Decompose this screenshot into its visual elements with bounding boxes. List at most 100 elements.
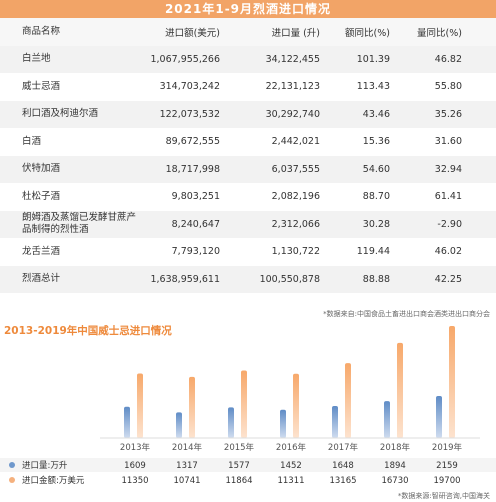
table-cell: 55.80 — [434, 81, 462, 93]
table-row: 利口酒及柯迪尔酒 122,073,532 30,292,740 43.46 35.26 — [0, 100, 496, 128]
table-cell: 进口量 (升) — [271, 27, 320, 39]
bar — [137, 373, 143, 438]
table-row: 白酒 89,672,555 2,442,021 15.36 31.60 — [0, 128, 496, 156]
table: 商品名称 进口额(美元) 进口量 (升) 额同比(%) 量同比(%) 白兰地 1,067,9… — [0, 18, 496, 293]
table-row: 白兰地 1,067,955,266 34,122,455 101.39 46.82 — [0, 45, 496, 73]
table-cell: 89,672,555 — [165, 136, 220, 148]
x-tick-label: 2019年 — [432, 442, 463, 453]
table-cell: 龙舌兰酒 — [22, 245, 61, 257]
table-cell: 42.25 — [434, 273, 462, 285]
table-cell: 88.70 — [362, 191, 390, 203]
table-cell: 31.60 — [434, 136, 462, 148]
bar — [176, 412, 182, 438]
table-cell: -2.90 — [437, 218, 462, 230]
table-cell: 32.94 — [434, 163, 462, 175]
table-cell: 8,240,647 — [171, 218, 220, 230]
data-label: 11350 — [121, 476, 148, 486]
bar — [332, 405, 338, 438]
x-tick-label: 2013年 — [120, 442, 151, 453]
table-title: 2021年1-9月烈酒进口情况 — [0, 0, 496, 18]
bar — [436, 396, 442, 438]
data-label: 16730 — [381, 476, 408, 486]
bar — [449, 326, 455, 438]
table-row: 商品名称 进口额(美元) 进口量 (升) 额同比(%) 量同比(%) — [0, 18, 496, 46]
chart: 2013-2019年中国威士忌进口情况 2013年 2014年 2015年 2016年… — [0, 324, 496, 500]
table-cell: 烈酒总计 — [22, 273, 61, 285]
table-cell: 杜松子酒 — [22, 190, 61, 202]
table-cell: 35.26 — [434, 108, 462, 120]
table-cell: 利口酒及柯迪尔酒 — [22, 108, 99, 120]
data-label: 1609 — [124, 461, 146, 471]
x-tick-label: 2014年 — [172, 442, 203, 453]
chart-title: 2013-2019年中国威士忌进口情况 — [4, 324, 172, 337]
x-tick-label: 2016年 — [276, 442, 307, 453]
table-cell: 100,550,878 — [259, 273, 320, 285]
table-cell: 119.44 — [356, 246, 390, 258]
table-cell: 18,717,998 — [165, 163, 220, 175]
table-cell: 白酒 — [22, 135, 42, 147]
table-cell: 34,122,455 — [265, 53, 320, 65]
table-cell: 2,442,021 — [271, 136, 320, 148]
table-row: 伏特加酒 18,717,998 6,037,555 54.60 32.94 — [0, 155, 496, 183]
data-label: 13165 — [329, 476, 356, 486]
data-label: 19700 — [433, 476, 460, 486]
data-label: 1894 — [384, 461, 406, 471]
table-row: 杜松子酒 9,803,251 2,082,196 88.70 61.41 — [0, 183, 496, 211]
table-cell: 进口额(美元) — [165, 27, 220, 39]
table-cell: 白兰地 — [22, 53, 51, 65]
table-cell: 6,037,555 — [271, 163, 320, 175]
bar — [293, 373, 299, 438]
table-cell: 2,312,066 — [271, 218, 320, 230]
table-cell: 2,082,196 — [271, 191, 320, 203]
table-cell: 88.88 — [362, 273, 390, 285]
legend-swatch — [9, 477, 15, 483]
x-tick-label: 2017年 — [328, 442, 359, 453]
x-tick-label: 2015年 — [224, 442, 255, 453]
data-label: 11311 — [277, 476, 304, 486]
table-cell: 1,067,955,266 — [150, 53, 220, 65]
bar — [241, 370, 247, 438]
bar — [384, 401, 390, 438]
data-label: 1452 — [280, 461, 302, 471]
table-cell: 额同比(%) — [345, 27, 390, 39]
legend-swatch — [9, 462, 15, 468]
data-label: 1317 — [176, 461, 198, 471]
table-cell: 101.39 — [356, 53, 390, 65]
bar — [345, 363, 351, 438]
table-cell: 商品名称 — [22, 25, 61, 37]
legend-label: 进口量:万升 — [22, 460, 68, 471]
table-cell: 314,703,242 — [159, 81, 220, 93]
table-cell: 61.41 — [434, 191, 462, 203]
table-row: 烈酒总计 1,638,959,611 100,550,878 88.88 42.25 — [0, 265, 496, 293]
x-tick-label: 2018年 — [380, 442, 411, 453]
data-label: 1648 — [332, 461, 354, 471]
table-cell: 7,793,120 — [171, 246, 220, 258]
table-cell: 122,073,532 — [159, 108, 220, 120]
table-cell: 30.28 — [362, 218, 390, 230]
table-cell: 朗姆酒及蒸馏已发酵甘蔗产品制得的烈性酒 — [22, 212, 137, 236]
table-note: *数据来自:中国食品土畜进出口商会酒类进出口商分会 — [323, 310, 490, 318]
data-label: 10741 — [173, 476, 200, 486]
data-label: 2159 — [436, 461, 458, 471]
legend-row-bg — [0, 473, 496, 487]
data-label: 1577 — [228, 461, 250, 471]
table-cell: 15.36 — [362, 136, 390, 148]
table-cell: 1,130,722 — [271, 246, 320, 258]
legend-label: 进口金额:万美元 — [22, 475, 85, 486]
table-row: 威士忌酒 314,703,242 22,131,123 113.43 55.80 — [0, 73, 496, 101]
table-cell: 46.02 — [434, 246, 462, 258]
table-cell: 54.60 — [362, 163, 390, 175]
table-cell: 9,803,251 — [171, 191, 220, 203]
bar — [280, 409, 286, 438]
table-cell: 1,638,959,611 — [150, 273, 220, 285]
table-row: 龙舌兰酒 7,793,120 1,130,722 119.44 46.02 — [0, 238, 496, 266]
table-cell: 113.43 — [356, 81, 390, 93]
table-cell: 22,131,123 — [265, 81, 320, 93]
legend-row-bg — [0, 458, 496, 472]
table-cell: 伏特加酒 — [22, 163, 61, 175]
table-cell: 43.46 — [362, 108, 390, 120]
bar — [228, 407, 234, 438]
chart-source: *数据来源:智研咨询,中国海关 — [398, 491, 490, 500]
table-cell: 量同比(%) — [417, 27, 462, 39]
